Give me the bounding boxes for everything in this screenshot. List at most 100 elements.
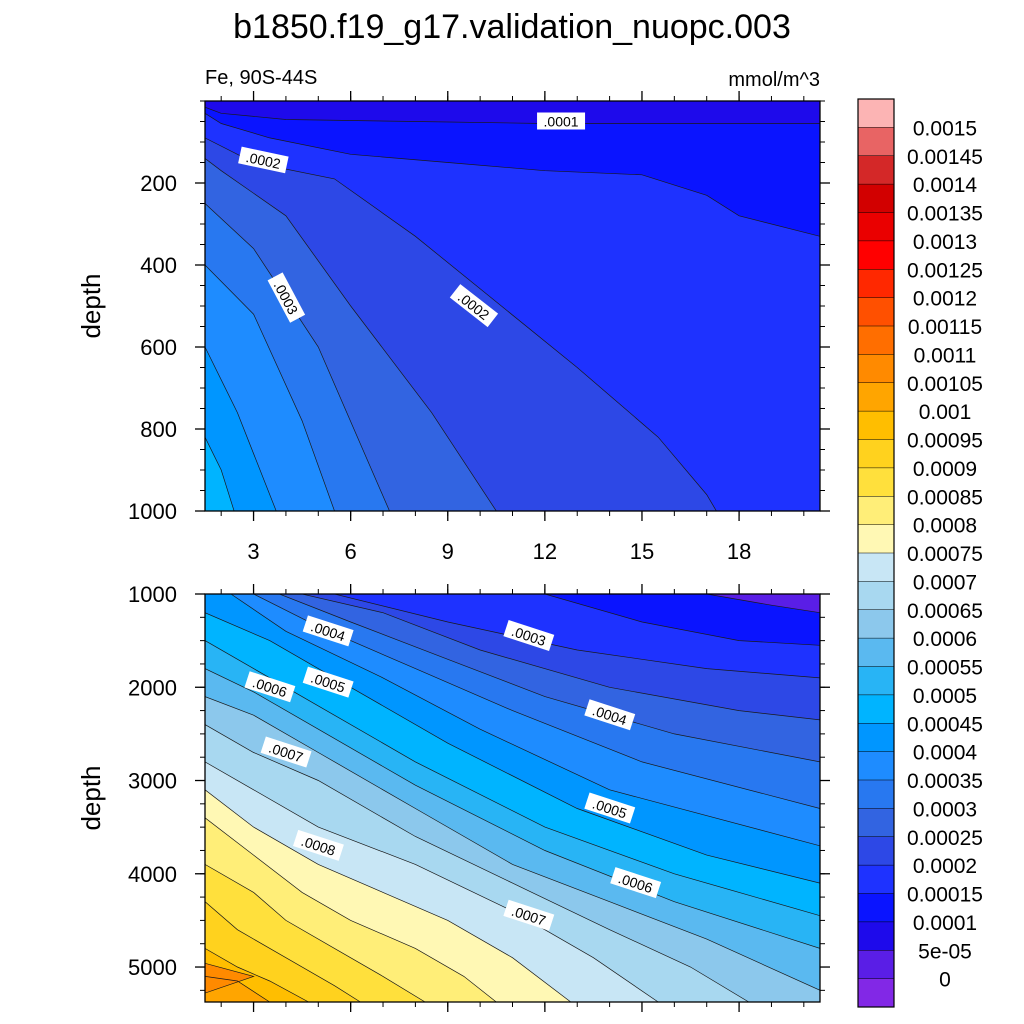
contour-line-0.0003 <box>279 594 820 763</box>
colorbar-swatch <box>858 496 894 525</box>
contour-line-0.00045 <box>205 437 235 511</box>
contour-line-0.0008 <box>205 817 497 1002</box>
left-string: Fe, 90S-44S <box>205 67 317 89</box>
x-tick-label: 18 <box>727 539 751 564</box>
colorbar: 0.0015 0.00145 0.0014 0.00135 0.0013 0.00125 0… <box>857 98 983 1008</box>
colorbar-swatch <box>858 127 894 157</box>
colorbar-swatch <box>858 411 894 440</box>
lower-contour-fills <box>205 594 820 1002</box>
colorbar-swatch <box>858 99 894 128</box>
y-tick-label: 1000 <box>128 582 177 607</box>
colorbar-swatch <box>858 950 894 979</box>
contour-line-0.0009 <box>205 901 361 1002</box>
colorbar-swatch <box>858 836 894 866</box>
colorbar-label: 0.0006 <box>913 628 977 651</box>
colorbar-frame <box>857 98 895 1008</box>
colorbar-label: 0.0014 <box>913 174 978 197</box>
colorbar-label: 0.0015 <box>913 117 977 140</box>
colorbar-swatch <box>858 638 894 667</box>
colorbar-label: 0.0012 <box>913 288 977 311</box>
y-tick-label: 600 <box>140 335 177 360</box>
colorbar-label: 0.00105 <box>907 373 983 396</box>
colorbar-swatch <box>858 893 894 923</box>
colorbar-swatch <box>858 581 894 611</box>
colorbar-label: 0.00085 <box>907 486 983 509</box>
contour-line-0.001 <box>205 976 270 1002</box>
colorbar-label: 0.0013 <box>913 231 977 254</box>
colorbar-swatch <box>858 326 894 355</box>
colorbar-label: 0.00115 <box>908 316 982 339</box>
colorbar-swatch <box>858 297 894 327</box>
colorbar-label: 0.00015 <box>907 884 983 907</box>
colorbar-label: 0.00035 <box>907 770 983 793</box>
colorbar-label: 0.0008 <box>913 515 977 538</box>
contour-line-0.0007 <box>205 761 659 1002</box>
colorbar-label: 0.00125 <box>907 259 983 282</box>
y-tick-label: 800 <box>140 417 177 442</box>
colorbar-swatch <box>858 269 894 298</box>
colorbar-label: 0.00065 <box>907 600 983 623</box>
colorbar-label: 0.0001 <box>913 912 977 935</box>
colorbar-swatch <box>858 212 894 242</box>
colorbar-label: 0.0002 <box>913 855 977 878</box>
lower-panel: .0004.0003.0006.0005.0004.0007.0005.0008… <box>76 582 830 1012</box>
colorbar-label: 0.00135 <box>907 203 983 226</box>
colorbar-label: 0.00075 <box>907 543 983 566</box>
upper-contour-fills <box>205 101 820 511</box>
contour-line-0.0004 <box>230 594 820 847</box>
contour-line-0.0001 <box>706 594 820 614</box>
colorbar-swatch <box>858 921 894 951</box>
x-tick-label: 6 <box>345 539 357 564</box>
colorbar-label: 0.0007 <box>913 571 977 594</box>
contour-line-0.00045 <box>205 612 820 884</box>
contour-line-0.00055 <box>205 668 820 949</box>
colorbar-swatch <box>858 382 894 412</box>
contour-line-0.00025 <box>302 594 820 721</box>
colorbar-label: 5e-05 <box>918 940 972 963</box>
colorbar-label: 0.00145 <box>907 146 983 169</box>
colorbar-swatch <box>858 184 894 213</box>
colorbar-label: 0.00045 <box>907 713 983 736</box>
contour-line-0.00015 <box>544 594 820 646</box>
colorbar-swatch <box>858 609 894 639</box>
colorbar-swatch <box>858 780 894 809</box>
contour-label-text: .0002 <box>244 149 282 172</box>
contour-line-0.0006 <box>205 696 820 991</box>
colorbar-swatch <box>858 694 894 724</box>
contour-line-0.0001 <box>205 106 820 124</box>
colorbar-swatch <box>858 553 894 582</box>
colorbar-swatch <box>858 865 894 894</box>
contour-line-0.00035 <box>205 264 335 511</box>
colorbar-swatch <box>858 666 894 696</box>
x-tick-label: 9 <box>442 539 454 564</box>
colorbar-label: 0.0004 <box>913 742 978 765</box>
contour-fill-0.00105 <box>205 963 254 1002</box>
colorbar-label: 0.0005 <box>913 685 977 708</box>
colorbar-swatch <box>858 808 894 838</box>
y-tick-label: 2000 <box>128 675 177 700</box>
contour-label-text: .0001 <box>544 114 579 130</box>
lower-contour-lines <box>205 594 820 1002</box>
contour-line-0.00075 <box>205 789 572 1002</box>
contour-line-0.0004 <box>205 346 277 511</box>
colorbar-swatch <box>858 723 894 752</box>
y-tick-label: 400 <box>140 253 177 278</box>
contour-label: .0001 <box>537 112 586 130</box>
colorbar-swatch <box>858 354 894 384</box>
colorbar-label: 0.0003 <box>913 798 977 821</box>
colorbar-swatch <box>858 240 894 270</box>
chart-title: b1850.f19_g17.validation_nuopc.003 <box>233 8 791 46</box>
colorbar-label: 0.001 <box>919 401 972 424</box>
colorbar-swatch <box>858 524 894 554</box>
contour-line-0.0002 <box>334 594 820 679</box>
colorbar-label: 0.0011 <box>914 344 977 367</box>
y-tick-label: 200 <box>140 171 177 196</box>
y-tick-label: 4000 <box>128 862 177 887</box>
colorbar-label: 0.0009 <box>913 458 977 481</box>
y-tick-label: 5000 <box>128 955 177 980</box>
colorbar-label: 0.00025 <box>907 827 983 850</box>
contour-line-0.00015 <box>205 113 820 237</box>
lower-ylabel: depth <box>76 765 106 830</box>
lower-ticks: 1000 2000 3000 4000 5000 <box>128 582 830 1012</box>
